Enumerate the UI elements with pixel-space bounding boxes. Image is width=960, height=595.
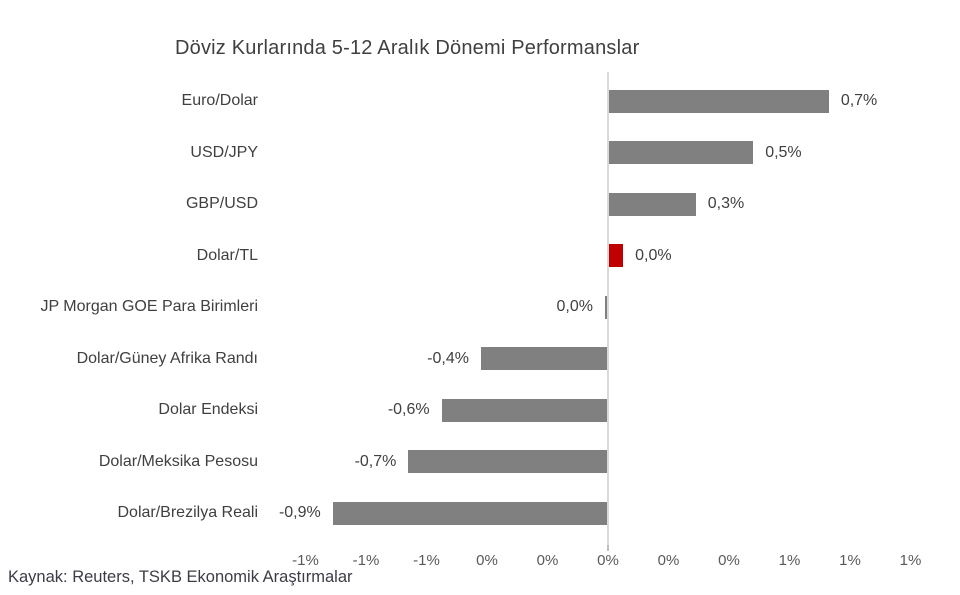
value-label: 0,0% — [556, 298, 593, 315]
x-tick-label: 0% — [718, 552, 740, 569]
zero-axis-tick — [607, 545, 609, 551]
x-tick-label: 0% — [476, 552, 498, 569]
zero-axis-line — [607, 72, 609, 545]
value-label: 0,3% — [707, 195, 745, 212]
bar — [608, 89, 829, 113]
bar — [608, 244, 624, 267]
category-label: GBP/USD — [185, 195, 258, 212]
value-label: -0,9% — [278, 504, 321, 521]
value-label: 0,0% — [635, 246, 672, 264]
x-tick-label: 0% — [657, 552, 680, 569]
category-label: USD/JPY — [190, 143, 258, 161]
x-tick-label: 1% — [839, 552, 861, 569]
x-tick-label: 0% — [536, 552, 559, 569]
value-label: 0,7% — [840, 92, 878, 109]
category-label: Dolar/TL — [196, 246, 258, 264]
category-label: Dolar/Brezilya Reali — [117, 504, 259, 521]
x-tick-label: 1% — [899, 552, 922, 569]
bar — [608, 141, 754, 164]
value-label: -0,6% — [387, 401, 430, 418]
x-tick-label: 0% — [597, 552, 619, 569]
bar — [604, 295, 608, 319]
category-label: Dolar/Güney Afrika Randı — [76, 349, 258, 367]
x-tick-label: -1% — [413, 552, 440, 569]
category-label: Dolar Endeksi — [158, 401, 258, 418]
value-label: -0,4% — [427, 349, 469, 367]
x-tick-label: -1% — [352, 552, 380, 569]
bar — [408, 450, 608, 473]
source-note: Kaynak: Reuters, TSKB Ekonomik Araştırma… — [8, 568, 353, 586]
bar — [441, 398, 608, 422]
category-label: JP Morgan GOE Para Birimleri — [40, 298, 258, 315]
chart-title: Döviz Kurlarında 5-12 Aralık Dönemi Perf… — [175, 37, 640, 59]
x-tick-label: -1% — [292, 552, 319, 569]
bar — [332, 501, 608, 525]
bar — [480, 347, 608, 370]
bar — [608, 192, 696, 216]
category-label: Dolar/Meksika Pesosu — [98, 452, 258, 470]
category-label: Euro/Dolar — [181, 92, 258, 109]
value-label: -0,7% — [354, 452, 397, 470]
value-label: 0,5% — [765, 143, 802, 161]
x-tick-label: 1% — [778, 552, 801, 569]
